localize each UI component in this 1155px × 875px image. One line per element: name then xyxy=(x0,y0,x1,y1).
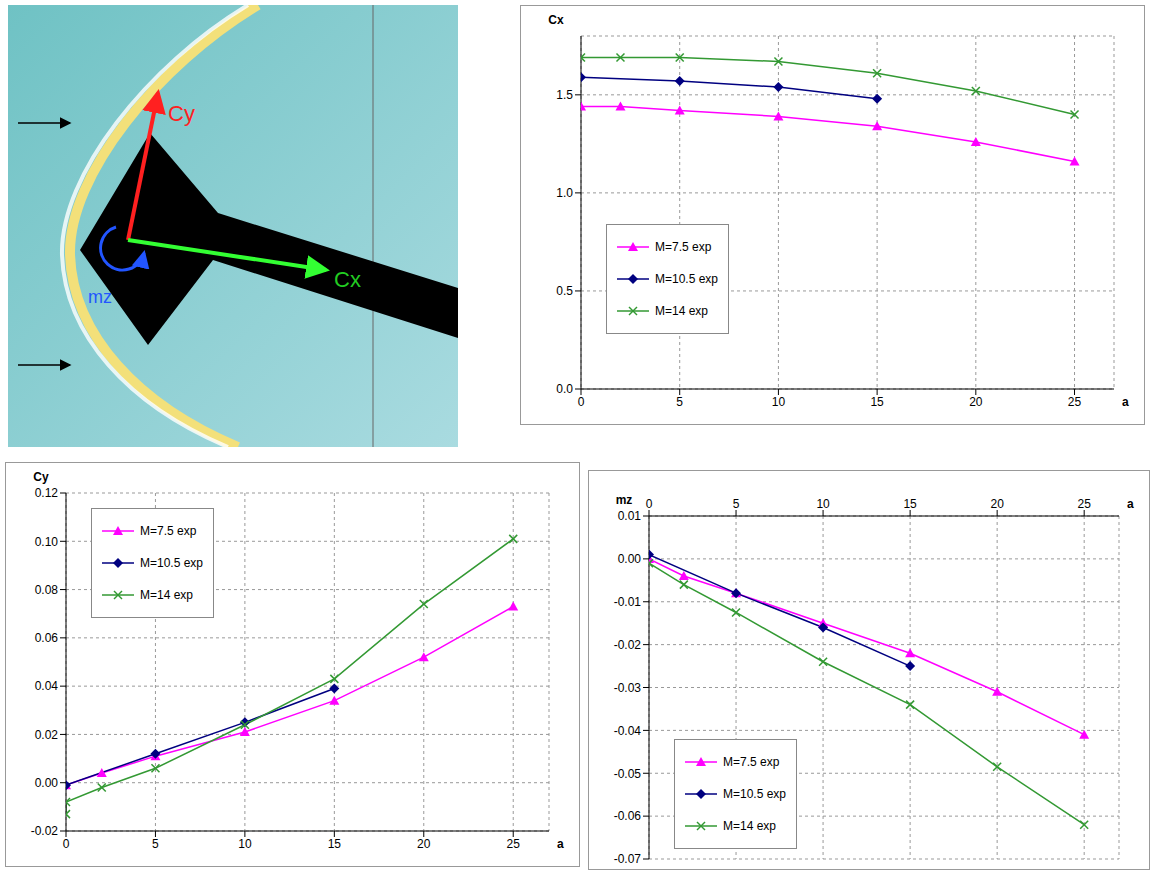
svg-text:0.00: 0.00 xyxy=(35,776,59,790)
svg-text:20: 20 xyxy=(990,497,1004,511)
svg-text:0: 0 xyxy=(63,837,70,851)
svg-text:5: 5 xyxy=(733,497,740,511)
html-text:M=14 exp: M=14 exp xyxy=(723,819,776,833)
svg-text:5: 5 xyxy=(152,837,159,851)
svg-text:-0.02: -0.02 xyxy=(614,638,642,652)
svg-text:0: 0 xyxy=(578,395,585,409)
svg-text:20: 20 xyxy=(417,837,431,851)
html-text:M=14 exp: M=14 exp xyxy=(140,588,193,602)
svg-text:0.02: 0.02 xyxy=(35,728,59,742)
html-text:M=14 exp: M=14 exp xyxy=(655,304,708,318)
svg-text:Cy: Cy xyxy=(168,101,195,126)
svg-text:15: 15 xyxy=(870,395,884,409)
svg-text:Cy: Cy xyxy=(33,470,49,484)
svg-text:0: 0 xyxy=(646,497,653,511)
svg-text:15: 15 xyxy=(903,497,917,511)
svg-text:5: 5 xyxy=(676,395,683,409)
svg-text:0.5: 0.5 xyxy=(556,284,573,298)
svg-text:Cx: Cx xyxy=(334,267,361,292)
svg-text:25: 25 xyxy=(507,837,521,851)
svg-text:25: 25 xyxy=(1078,497,1092,511)
html-text:M=7.5 exp: M=7.5 exp xyxy=(140,524,197,538)
svg-text:-0.07: -0.07 xyxy=(614,852,642,866)
svg-text:Cx: Cx xyxy=(548,13,564,27)
svg-text:mz: mz xyxy=(88,287,112,307)
svg-text:0.06: 0.06 xyxy=(35,631,59,645)
svg-text:1.0: 1.0 xyxy=(556,186,573,200)
svg-text:a: a xyxy=(1127,497,1134,511)
svg-text:-0.06: -0.06 xyxy=(614,809,642,823)
svg-text:-0.03: -0.03 xyxy=(614,681,642,695)
svg-text:a: a xyxy=(557,837,564,851)
html-text:M=7.5 exp: M=7.5 exp xyxy=(723,755,780,769)
svg-text:15: 15 xyxy=(328,837,342,851)
svg-text:a: a xyxy=(1122,395,1129,409)
svg-text:0.08: 0.08 xyxy=(35,583,59,597)
svg-text:-0.04: -0.04 xyxy=(614,724,642,738)
svg-text:0.10: 0.10 xyxy=(35,535,59,549)
svg-text:-0.02: -0.02 xyxy=(31,824,59,838)
svg-text:0.00: 0.00 xyxy=(618,552,642,566)
svg-text:-0.05: -0.05 xyxy=(614,767,642,781)
html-text:M=10.5 exp: M=10.5 exp xyxy=(655,272,718,286)
html-text:M=7.5 exp: M=7.5 exp xyxy=(655,240,712,254)
svg-text:-0.01: -0.01 xyxy=(614,595,642,609)
svg-text:1.5: 1.5 xyxy=(556,88,573,102)
svg-text:10: 10 xyxy=(772,395,786,409)
svg-text:mz: mz xyxy=(616,493,633,507)
svg-text:25: 25 xyxy=(1068,395,1082,409)
svg-text:20: 20 xyxy=(969,395,983,409)
html-text:M=10.5 exp: M=10.5 exp xyxy=(723,787,786,801)
svg-text:10: 10 xyxy=(238,837,252,851)
svg-text:0.0: 0.0 xyxy=(556,382,573,396)
svg-text:0.04: 0.04 xyxy=(35,679,59,693)
svg-text:10: 10 xyxy=(816,497,830,511)
svg-text:0.01: 0.01 xyxy=(618,509,642,523)
html-text:M=10.5 exp: M=10.5 exp xyxy=(140,556,203,570)
svg-text:0.12: 0.12 xyxy=(35,486,59,500)
